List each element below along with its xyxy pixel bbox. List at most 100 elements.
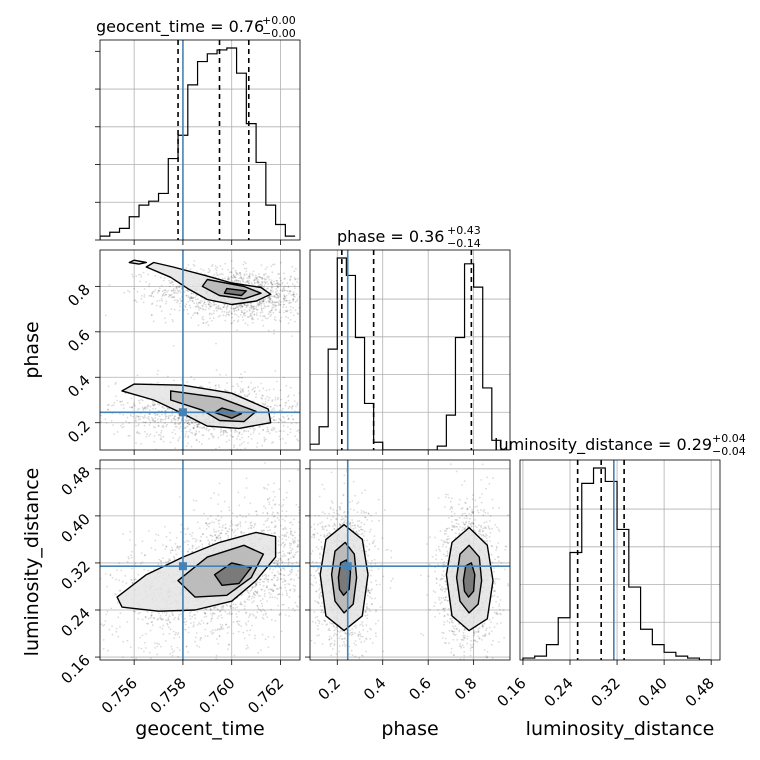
sample-point	[291, 283, 294, 286]
sample-point	[240, 531, 243, 533]
sample-point	[282, 528, 285, 530]
sample-point	[247, 393, 250, 396]
sample-point	[255, 583, 258, 586]
sample-point	[340, 495, 342, 497]
sample-point	[237, 306, 240, 309]
sample-point	[112, 424, 114, 426]
sample-point	[215, 272, 218, 274]
sample-point	[251, 601, 254, 604]
sample-point	[233, 431, 236, 433]
sample-point	[366, 294, 368, 296]
sample-point	[173, 429, 176, 431]
sample-point	[271, 283, 273, 286]
sample-point	[194, 305, 197, 308]
sample-point	[219, 373, 222, 376]
sample-point	[186, 528, 189, 531]
sample-point	[160, 418, 163, 421]
sample-point	[284, 586, 287, 589]
sample-point	[63, 613, 65, 615]
sample-point	[269, 406, 272, 408]
sample-point	[266, 498, 269, 501]
sample-point	[202, 269, 205, 272]
sample-point	[294, 278, 297, 281]
sample-point	[159, 645, 162, 648]
sample-point	[272, 590, 275, 592]
sample-point	[281, 593, 284, 596]
sample-point	[209, 630, 212, 633]
sample-point	[226, 390, 229, 392]
sample-point	[266, 287, 268, 290]
sample-point	[272, 311, 275, 314]
sample-point	[326, 301, 328, 303]
sample-point	[244, 312, 247, 314]
sample-point	[278, 302, 280, 305]
sample-point	[224, 610, 227, 613]
sample-point	[277, 540, 280, 543]
sample-point	[169, 559, 172, 562]
sample-point	[265, 573, 267, 576]
sample-point	[290, 301, 292, 304]
sample-point	[318, 423, 320, 425]
sample-point	[248, 272, 251, 275]
sample-point	[131, 656, 134, 659]
sample-point	[134, 417, 137, 420]
sample-point	[279, 261, 282, 264]
sample-point	[276, 398, 279, 401]
sample-point	[245, 304, 248, 307]
sample-point	[233, 275, 236, 278]
sample-point	[290, 552, 293, 554]
sample-point	[273, 419, 275, 421]
sample-point	[187, 551, 189, 553]
sample-point	[331, 287, 333, 289]
sample-point	[334, 493, 336, 495]
sample-point	[293, 277, 296, 279]
sample-point	[164, 417, 167, 419]
sample-point	[199, 302, 202, 304]
sample-point	[158, 290, 160, 292]
sample-point	[255, 277, 258, 280]
sample-point	[179, 425, 182, 428]
sample-point	[275, 419, 277, 422]
sample-point	[264, 305, 267, 308]
sample-point	[263, 286, 265, 289]
sample-point	[96, 407, 98, 409]
sample-point	[191, 296, 193, 299]
sample-point	[219, 307, 222, 309]
sample-point	[143, 650, 145, 653]
sample-point	[250, 381, 252, 384]
sample-point	[177, 417, 180, 420]
sample-point	[170, 282, 172, 285]
sample-point	[282, 306, 284, 308]
sample-point	[199, 539, 202, 542]
sample-point	[86, 605, 88, 607]
sample-point	[262, 531, 265, 534]
sample-point	[289, 578, 292, 581]
sample-point	[153, 617, 156, 620]
sample-point	[204, 522, 207, 525]
sample-point	[172, 345, 175, 347]
sample-point	[227, 534, 230, 537]
sample-point	[213, 607, 216, 609]
sample-point	[204, 663, 206, 665]
sample-point	[224, 523, 227, 526]
sample-point	[172, 296, 175, 298]
sample-point	[134, 299, 137, 302]
sample-point	[202, 303, 205, 305]
sample-point	[167, 407, 170, 410]
sample-point	[243, 312, 245, 315]
sample-point	[195, 298, 197, 301]
sample-point	[201, 443, 203, 446]
sample-point	[157, 612, 160, 615]
sample-point	[259, 276, 262, 279]
y-tick-label: 0.6	[64, 326, 94, 356]
sample-point	[247, 390, 250, 392]
sample-point	[253, 390, 256, 393]
sample-point	[214, 268, 217, 270]
sample-point	[261, 530, 263, 533]
sample-point	[287, 561, 290, 564]
sample-point	[225, 527, 227, 529]
sample-point	[189, 306, 192, 309]
sample-point	[297, 469, 299, 471]
sample-point	[136, 290, 139, 293]
sample-point	[253, 390, 256, 392]
